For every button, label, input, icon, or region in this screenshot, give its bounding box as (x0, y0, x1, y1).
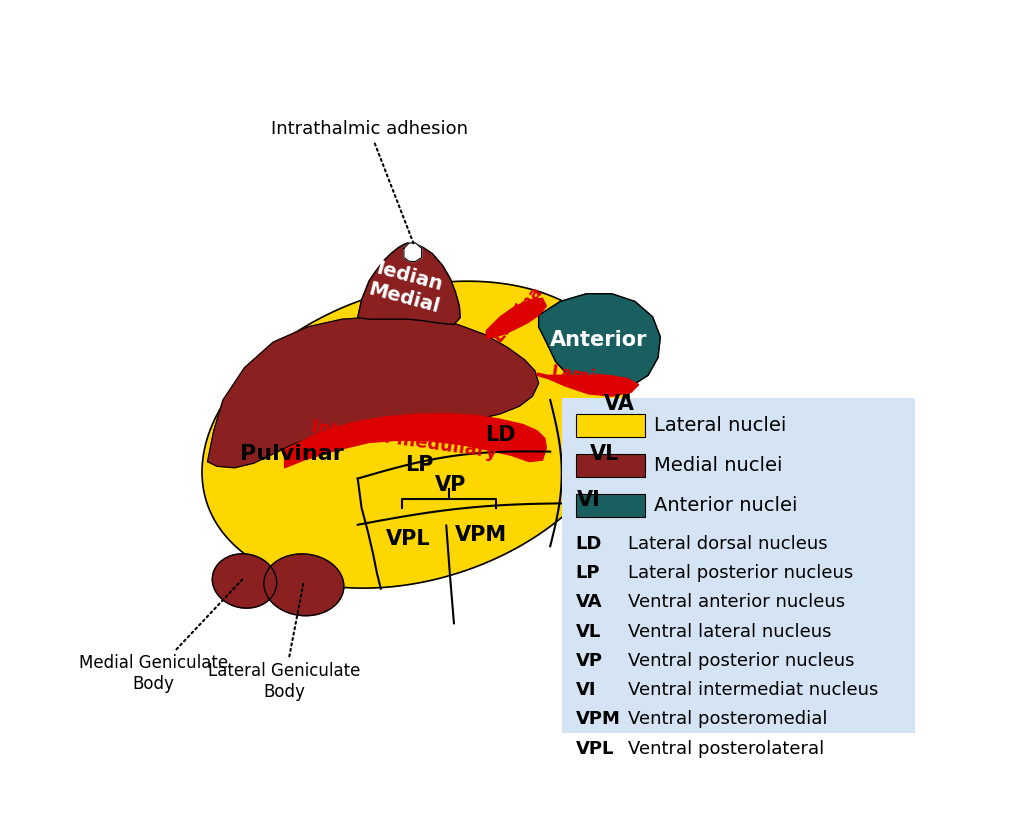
Polygon shape (202, 281, 629, 588)
Text: VL: VL (590, 444, 618, 464)
Text: Ventral intermediat nucleus: Ventral intermediat nucleus (628, 681, 879, 699)
Text: Lateral posterior nucleus: Lateral posterior nucleus (628, 564, 853, 582)
Text: VI: VI (577, 490, 601, 510)
Text: VA: VA (575, 593, 602, 612)
Polygon shape (357, 243, 460, 325)
Polygon shape (264, 554, 344, 616)
Polygon shape (486, 298, 547, 338)
Text: VL: VL (575, 622, 601, 641)
FancyBboxPatch shape (575, 454, 645, 477)
Polygon shape (538, 373, 639, 396)
Text: VPL: VPL (385, 529, 430, 548)
Text: Ventral anterior nucleus: Ventral anterior nucleus (628, 593, 845, 612)
Text: VP: VP (434, 475, 466, 494)
Text: VPL: VPL (575, 740, 614, 758)
Text: VP: VP (575, 652, 602, 670)
Text: Pulvinar: Pulvinar (241, 444, 344, 464)
Text: Internal medullary: Internal medullary (309, 418, 498, 462)
Text: Lateral Geniculate
Body: Lateral Geniculate Body (208, 583, 360, 701)
Text: Medial: Medial (367, 280, 441, 317)
FancyBboxPatch shape (562, 399, 915, 733)
Text: VA: VA (604, 394, 635, 414)
Text: Intrathalmic adhesion: Intrathalmic adhesion (270, 120, 468, 246)
Polygon shape (539, 294, 660, 391)
Text: Median: Median (362, 256, 445, 295)
Text: LP: LP (575, 564, 600, 582)
Text: VPM: VPM (575, 711, 621, 728)
FancyBboxPatch shape (575, 414, 645, 437)
Text: Anterior nuclei: Anterior nuclei (654, 496, 798, 515)
Text: VI: VI (575, 681, 596, 699)
FancyBboxPatch shape (575, 494, 645, 517)
Text: LP: LP (406, 455, 433, 475)
Text: Lateral nuclei: Lateral nuclei (654, 416, 786, 435)
Text: LD: LD (575, 535, 602, 553)
Text: Lateral dorsal nucleus: Lateral dorsal nucleus (628, 535, 827, 553)
Text: Lamina: Lamina (488, 282, 546, 346)
Text: Medial Geniculate
Body: Medial Geniculate Body (79, 579, 243, 693)
Text: Medial nuclei: Medial nuclei (654, 456, 782, 475)
Polygon shape (208, 317, 539, 468)
Text: LD: LD (485, 425, 515, 445)
Polygon shape (403, 243, 422, 262)
Polygon shape (212, 553, 276, 608)
Text: Ventral lateral nucleus: Ventral lateral nucleus (628, 622, 831, 641)
Text: VPM: VPM (455, 524, 507, 545)
Text: Ventral posterolateral: Ventral posterolateral (628, 740, 824, 758)
Text: Ventral posterior nucleus: Ventral posterior nucleus (628, 652, 854, 670)
Text: Anterior: Anterior (550, 330, 647, 350)
Polygon shape (285, 414, 547, 468)
Text: Lamina: Lamina (550, 363, 620, 391)
Text: Ventral posteromedial: Ventral posteromedial (628, 711, 827, 728)
